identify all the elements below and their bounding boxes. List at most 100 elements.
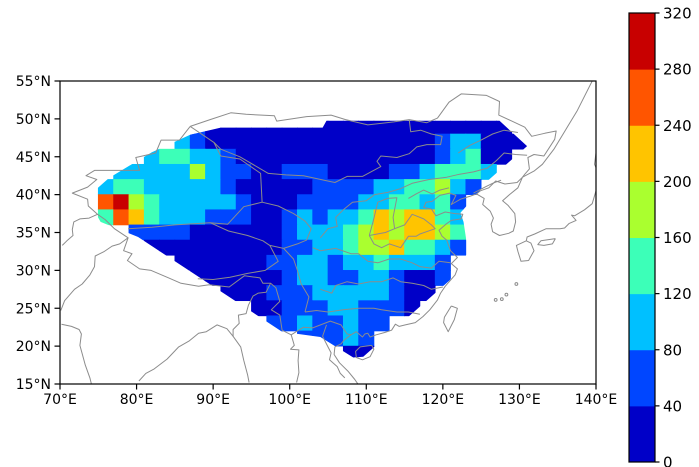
contour-cell <box>143 209 160 226</box>
map-border-line <box>457 129 518 154</box>
contour-cell <box>235 148 252 165</box>
contour-cell <box>297 148 314 165</box>
contour-cell <box>297 179 314 195</box>
colorbar-segment <box>629 181 655 238</box>
contour-cell <box>266 163 283 180</box>
contour-cell <box>419 209 436 226</box>
contour-cell <box>327 163 344 180</box>
contour-cell <box>312 300 329 317</box>
contour-cell <box>235 239 252 256</box>
contour-cell <box>419 148 436 165</box>
contour-cell <box>174 163 191 180</box>
contour-cell <box>143 239 160 256</box>
contour-cell <box>312 330 329 347</box>
contour-cell <box>97 209 114 226</box>
map-border-line <box>327 307 420 315</box>
contour-cell <box>312 254 329 271</box>
contour-cell <box>143 163 160 180</box>
contour-cell <box>128 209 145 226</box>
contour-cell <box>251 209 268 226</box>
colorbar-tick-label: 0 <box>663 454 673 467</box>
colorbar-tick-label: 280 <box>663 61 692 79</box>
contour-cell <box>450 209 467 226</box>
contour-field <box>97 120 528 358</box>
contour-cell <box>220 163 237 180</box>
contour-cell <box>297 285 314 302</box>
map-border-line <box>350 192 477 338</box>
contour-cell <box>281 239 298 256</box>
map-border-line <box>522 81 593 178</box>
contour-cell <box>220 120 237 135</box>
map-border-line <box>319 152 528 239</box>
map-border-line <box>138 283 272 382</box>
contour-cell <box>220 224 237 241</box>
contour-cell <box>281 163 298 180</box>
contour-cell <box>159 224 176 241</box>
y-axis: 15°N 20°N 25°N 30°N 35°N 40°N 45°N 50°N 55°N <box>16 74 60 393</box>
contour-cell <box>297 224 314 241</box>
contour-cell <box>174 148 191 165</box>
contour-cell <box>388 270 405 286</box>
contour-cell <box>297 120 314 135</box>
contour-cell <box>189 179 206 195</box>
contour-cell <box>434 254 451 271</box>
contour-cell <box>450 224 467 241</box>
contour-cell <box>251 133 268 150</box>
contour-cell <box>220 133 237 150</box>
contour-cell <box>220 179 237 195</box>
map-border-line <box>476 176 523 236</box>
contour-cell <box>373 133 390 150</box>
contour-cell <box>297 194 314 211</box>
contour-cell <box>113 179 130 195</box>
contour-cell <box>358 254 375 271</box>
contour-cell <box>342 285 359 302</box>
contour-cell <box>266 224 283 241</box>
contour-cell <box>434 120 451 135</box>
contour-cell <box>480 163 497 180</box>
contour-cell <box>189 224 206 241</box>
contour-cell <box>388 133 405 150</box>
map-border-line <box>312 247 369 262</box>
island-outline <box>493 298 498 302</box>
contour-cell <box>496 133 513 150</box>
contour-cell <box>235 179 252 195</box>
contour-cell <box>465 120 482 135</box>
contour-cell <box>342 239 359 256</box>
contour-cell <box>174 209 191 226</box>
contour-cell <box>281 194 298 211</box>
contour-cell <box>97 179 114 195</box>
colorbar-segment <box>629 13 655 70</box>
contour-cell <box>358 330 375 347</box>
contour-cell <box>143 148 160 165</box>
contour-cell <box>450 133 467 150</box>
map-border-line <box>355 344 375 361</box>
contour-cell <box>358 239 375 256</box>
contour-cell <box>189 194 206 211</box>
contour-cell <box>388 300 405 317</box>
contour-cell <box>189 148 206 165</box>
contour-cell <box>312 239 329 256</box>
contour-cell <box>450 120 467 135</box>
contour-cell <box>174 254 191 271</box>
contour-cell <box>235 285 252 302</box>
contour-cell <box>113 209 130 226</box>
contour-cell <box>235 254 252 271</box>
contour-cell <box>496 148 513 165</box>
contour-cell <box>235 224 252 241</box>
contour-cell <box>388 120 405 135</box>
colorbar-tick-label: 240 <box>663 117 692 135</box>
contour-cell <box>189 270 206 286</box>
contour-cell <box>235 209 252 226</box>
contour-cell <box>220 194 237 211</box>
contour-cell <box>419 120 436 135</box>
contour-cell <box>327 239 344 256</box>
contour-cell <box>434 239 451 256</box>
contour-cell <box>342 330 359 347</box>
contour-cell <box>342 179 359 195</box>
contour-cell <box>266 239 283 256</box>
contour-cell <box>358 209 375 226</box>
contour-cell <box>373 285 390 302</box>
contour-cell <box>373 315 390 332</box>
contour-cell <box>189 133 206 150</box>
contour-cell <box>297 239 314 256</box>
